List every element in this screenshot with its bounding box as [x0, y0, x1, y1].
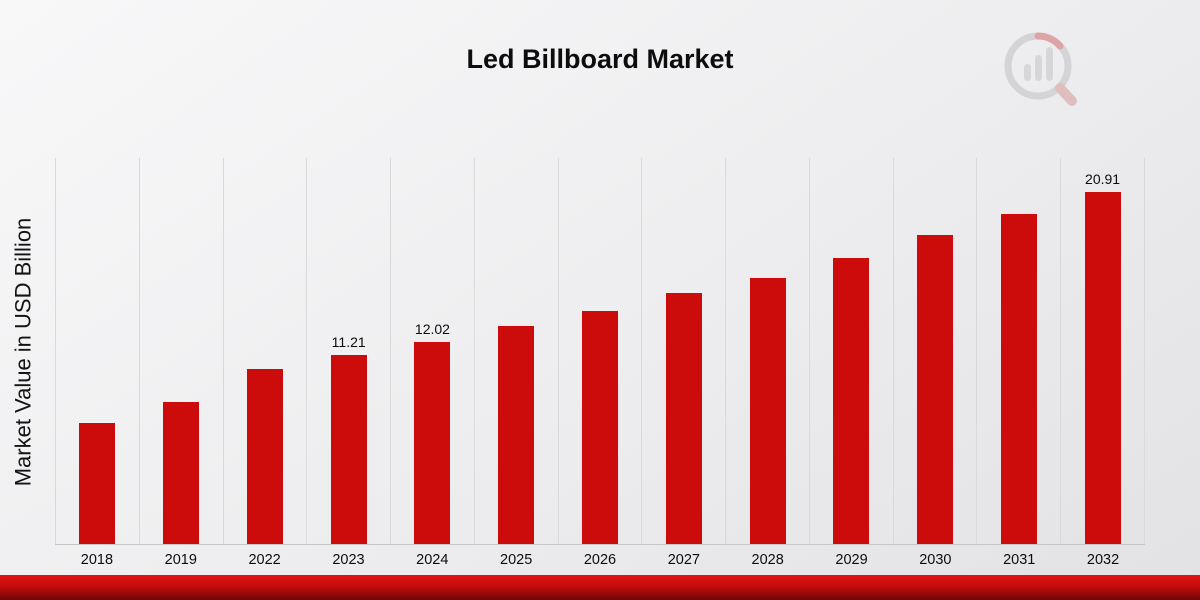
bar-value-label: 20.91 — [1085, 171, 1121, 188]
chart-column — [725, 158, 809, 544]
y-axis-label: Market Value in USD Billion — [10, 217, 35, 486]
chart-column: 11.21 — [306, 158, 390, 544]
x-tick-label: 2023 — [332, 552, 365, 568]
x-tick-label: 2028 — [751, 552, 784, 568]
footer-band — [0, 575, 1200, 600]
plot-area: 11.21 12.02 20.91 — [55, 158, 1145, 545]
bar-2028 — [749, 278, 786, 544]
bar-value-label: 11.21 — [331, 334, 366, 351]
x-tick-label: 2018 — [80, 552, 114, 568]
chart-column — [55, 158, 139, 544]
chart-column — [976, 158, 1060, 544]
x-axis: 2018 2019 2022 2023 2024 2025 2026 2027 2028 2029… — [55, 545, 1145, 568]
bar-2027 — [665, 293, 702, 544]
bar-2022 — [246, 369, 283, 544]
bar-2018 — [79, 422, 116, 544]
chart-column — [557, 158, 642, 544]
chart-title: Led Billboard Market — [466, 44, 734, 74]
chart-column — [222, 158, 307, 544]
x-tick-label: 2026 — [583, 552, 617, 568]
bar-2032 — [1084, 192, 1121, 544]
bar-2030 — [917, 235, 954, 544]
chart-column — [473, 158, 558, 544]
x-tick-label: 2025 — [500, 552, 533, 568]
chart-column — [138, 158, 223, 544]
x-tick-label: 2029 — [835, 552, 868, 568]
y-axis-label-container: Market Value in USD Billion — [6, 158, 40, 545]
x-tick-label: 2030 — [919, 552, 952, 568]
chart-column — [641, 158, 725, 544]
bar-chart: 11.21 12.02 20.91 2018 2019 2022 2023 2024 2025… — [55, 158, 1145, 568]
bar-2029 — [833, 257, 870, 544]
chart-column — [892, 158, 977, 544]
chart-column: 20.91 — [1060, 158, 1145, 544]
bar-2026 — [581, 310, 618, 544]
bar-value-label: 12.02 — [414, 320, 450, 337]
x-tick-label: 2027 — [667, 552, 700, 568]
brand-logo-icon — [1004, 32, 1077, 106]
x-tick-label: 2022 — [248, 552, 281, 568]
x-tick-label: 2032 — [1086, 552, 1120, 568]
chart-column: 12.02 — [390, 158, 474, 544]
bar-2023 — [330, 355, 367, 544]
bar-2019 — [163, 401, 200, 544]
x-tick-label: 2019 — [164, 552, 197, 568]
x-tick-label: 2024 — [416, 552, 449, 568]
bar-2031 — [1000, 214, 1037, 544]
bar-2025 — [498, 326, 535, 544]
bar-2024 — [414, 341, 451, 544]
x-tick-label: 2031 — [1003, 552, 1036, 568]
chart-column — [808, 158, 893, 544]
